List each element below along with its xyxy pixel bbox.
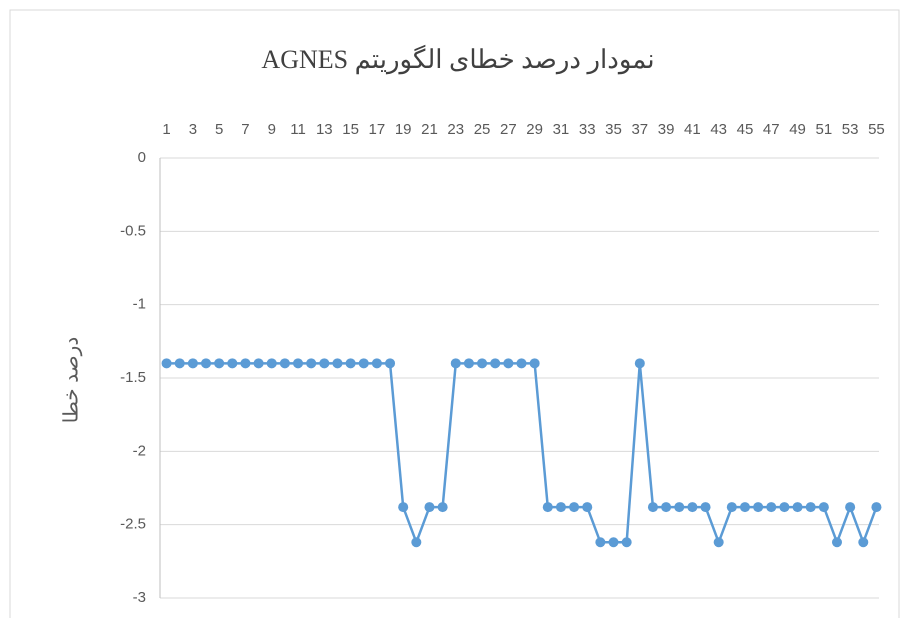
data-point	[227, 358, 237, 368]
data-point	[661, 502, 671, 512]
data-point	[556, 502, 566, 512]
data-point	[622, 537, 632, 547]
x-tick-label: 13	[316, 121, 333, 138]
data-point	[280, 358, 290, 368]
x-tick-label: 17	[369, 121, 386, 138]
data-point	[635, 358, 645, 368]
data-point	[201, 358, 211, 368]
data-point	[162, 358, 172, 368]
y-tick-label: -1.5	[120, 369, 146, 386]
x-tick-label: 9	[268, 121, 276, 138]
data-point	[293, 358, 303, 368]
x-tick-label: 25	[474, 121, 491, 138]
data-point	[503, 358, 513, 368]
data-point	[727, 502, 737, 512]
data-point	[674, 502, 684, 512]
data-point	[306, 358, 316, 368]
x-tick-label: 31	[553, 121, 570, 138]
x-tick-label: 1	[162, 121, 170, 138]
x-tick-label: 5	[215, 121, 223, 138]
x-tick-label: 35	[605, 121, 622, 138]
x-tick-label: 11	[290, 121, 306, 138]
data-point	[214, 358, 224, 368]
data-point	[411, 537, 421, 547]
y-tick-label: -3	[133, 589, 146, 606]
data-point	[372, 358, 382, 368]
x-tick-label: 7	[241, 121, 249, 138]
data-point	[609, 537, 619, 547]
x-tick-label: 19	[395, 121, 412, 138]
data-point	[595, 537, 605, 547]
data-point	[477, 358, 487, 368]
y-tick-label: 0	[138, 149, 146, 166]
data-point	[490, 358, 500, 368]
x-tick-label: 53	[842, 121, 859, 138]
data-point	[701, 502, 711, 512]
x-tick-label: 3	[189, 121, 197, 138]
x-tick-label: 29	[526, 121, 543, 138]
data-point	[832, 537, 842, 547]
data-point	[740, 502, 750, 512]
data-point	[819, 502, 829, 512]
data-point	[779, 502, 789, 512]
x-tick-label: 55	[868, 121, 885, 138]
data-point	[188, 358, 198, 368]
x-tick-label: 27	[500, 121, 517, 138]
data-point	[254, 358, 264, 368]
data-point	[582, 502, 592, 512]
x-tick-label: 33	[579, 121, 596, 138]
data-point	[793, 502, 803, 512]
x-tick-label: 43	[710, 121, 727, 138]
data-point	[766, 502, 776, 512]
data-point	[714, 537, 724, 547]
chart: نمودار درصد خطای الگوریتم AGNES درصد خطا…	[0, 0, 901, 618]
data-point	[687, 502, 697, 512]
data-point	[240, 358, 250, 368]
x-tick-label: 15	[342, 121, 359, 138]
data-point	[346, 358, 356, 368]
x-tick-label: 41	[684, 121, 701, 138]
data-point	[845, 502, 855, 512]
x-tick-label: 39	[658, 121, 675, 138]
data-point	[319, 358, 329, 368]
data-point	[543, 502, 553, 512]
data-point	[871, 502, 881, 512]
y-axis-label: درصد خطا	[60, 337, 82, 423]
data-point	[424, 502, 434, 512]
data-point	[517, 358, 527, 368]
y-tick-label: -2	[133, 442, 146, 459]
data-point	[398, 502, 408, 512]
data-point	[806, 502, 816, 512]
x-tick-label: 37	[631, 121, 648, 138]
y-tick-label: -1	[133, 296, 146, 313]
y-tick-label: -2.5	[120, 516, 146, 533]
data-point	[530, 358, 540, 368]
data-point	[451, 358, 461, 368]
y-tick-label: -0.5	[120, 222, 146, 239]
x-tick-label: 51	[816, 121, 833, 138]
data-point	[753, 502, 763, 512]
data-point	[267, 358, 277, 368]
x-tick-label: 21	[421, 121, 438, 138]
chart-title: نمودار درصد خطای الگوریتم AGNES	[261, 44, 654, 75]
x-tick-label: 47	[763, 121, 780, 138]
data-point	[175, 358, 185, 368]
x-tick-label: 23	[447, 121, 464, 138]
data-point	[385, 358, 395, 368]
data-point	[648, 502, 658, 512]
data-point	[464, 358, 474, 368]
x-tick-label: 49	[789, 121, 806, 138]
x-tick-label: 45	[737, 121, 754, 138]
data-point	[438, 502, 448, 512]
data-point	[569, 502, 579, 512]
data-point	[858, 537, 868, 547]
data-point	[332, 358, 342, 368]
data-point	[359, 358, 369, 368]
